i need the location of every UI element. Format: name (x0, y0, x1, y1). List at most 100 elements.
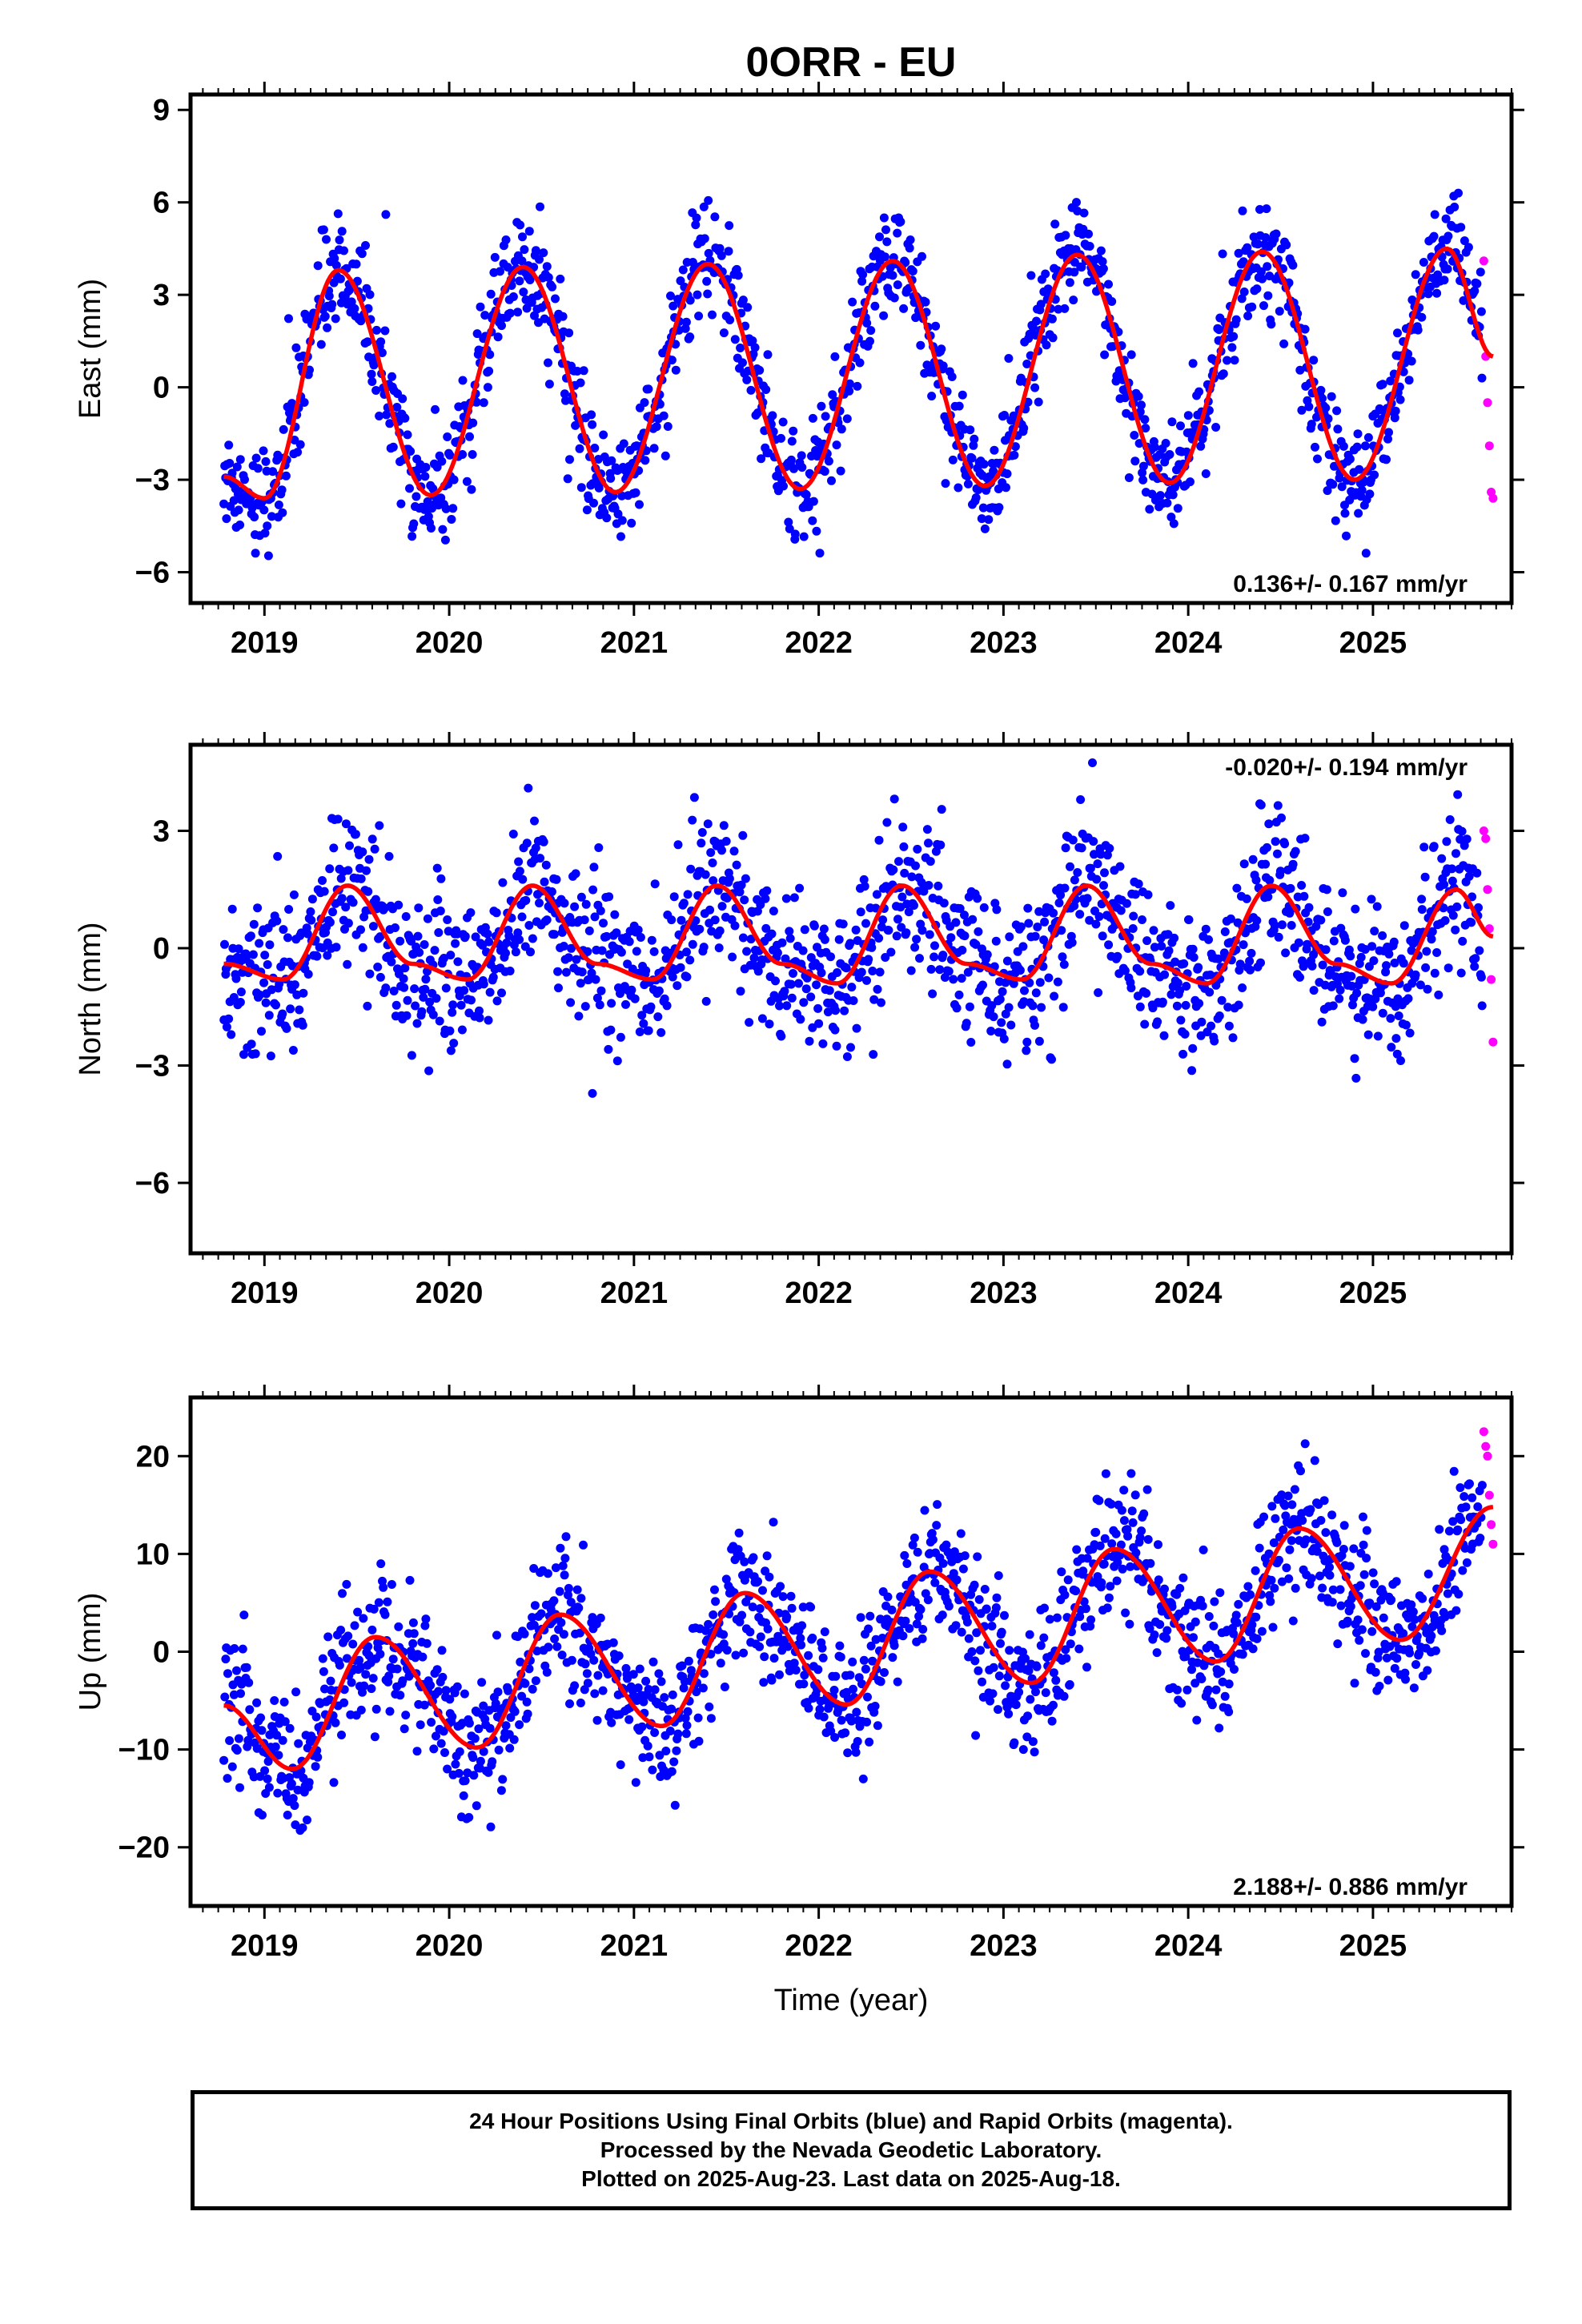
final-orbit-point (564, 328, 574, 338)
final-orbit-point (996, 1638, 1005, 1648)
final-orbit-point (755, 1604, 765, 1614)
final-orbit-point (1199, 1545, 1208, 1554)
final-orbit-point (758, 1586, 767, 1595)
final-orbit-point (440, 1748, 449, 1757)
final-orbit-point (1355, 1635, 1364, 1645)
final-orbit-point (1044, 973, 1054, 983)
final-orbit-point (1462, 1558, 1472, 1567)
final-orbit-point (230, 1644, 239, 1653)
final-orbit-point (1352, 988, 1362, 998)
x-tick-label: 2024 (1154, 1277, 1223, 1310)
final-orbit-point (1396, 1056, 1405, 1065)
final-orbit-point (423, 497, 432, 506)
final-orbit-point (725, 221, 734, 231)
final-orbit-point (1224, 1679, 1234, 1689)
final-orbit-point (1068, 835, 1078, 845)
final-orbit-point (638, 1753, 648, 1763)
final-orbit-point (1278, 920, 1287, 930)
final-orbit-point (236, 1689, 245, 1699)
final-orbit-point (1285, 1545, 1295, 1554)
final-orbit-point (257, 1726, 267, 1735)
final-orbit-point (1122, 1525, 1132, 1534)
final-orbit-point (838, 919, 848, 929)
north-panel: 2019 2020 2021 2022 2023 2024 2025−6−303North … (74, 732, 1524, 1310)
final-orbit-point (1107, 1539, 1117, 1549)
final-orbit-point (396, 499, 406, 509)
final-orbit-point (952, 1575, 962, 1585)
final-orbit-point (804, 1651, 813, 1660)
final-orbit-point (298, 1823, 307, 1832)
final-orbit-point (916, 340, 926, 350)
x-tick-label: 2023 (970, 1277, 1038, 1310)
final-orbit-point (287, 1779, 296, 1788)
final-orbit-point (1094, 1496, 1104, 1506)
final-orbit-point (935, 965, 945, 975)
final-orbit-point (1223, 1003, 1233, 1012)
final-orbit-point (719, 328, 729, 338)
final-orbit-point (318, 876, 327, 885)
final-orbit-point (1449, 1466, 1459, 1476)
final-orbit-point (1057, 926, 1066, 935)
final-orbit-point (813, 1003, 823, 1013)
final-orbit-point (588, 1088, 597, 1098)
final-orbit-point (1238, 1650, 1247, 1659)
final-orbit-point (842, 1052, 852, 1061)
final-orbit-point (1365, 1598, 1375, 1608)
final-orbit-point (1089, 837, 1098, 846)
final-orbit-point (1060, 1590, 1070, 1600)
final-orbit-point (1291, 1583, 1300, 1593)
final-orbit-point (610, 910, 620, 919)
final-orbit-point (1297, 405, 1307, 415)
final-orbit-point (273, 1788, 283, 1798)
final-orbit-point (225, 459, 235, 468)
final-orbit-point (1372, 902, 1382, 911)
final-orbit-point (857, 276, 867, 286)
final-orbit-point (732, 860, 741, 870)
final-orbit-point (275, 979, 284, 989)
final-orbit-point (251, 453, 261, 463)
final-orbit-point (1420, 872, 1430, 882)
final-orbit-point (706, 848, 716, 858)
final-orbit-point (910, 943, 920, 952)
final-orbit-point (1371, 1602, 1381, 1611)
final-orbit-point (672, 1746, 681, 1755)
final-orbit-point (1066, 862, 1074, 871)
final-orbit-point (699, 202, 709, 211)
final-orbit-point (930, 1578, 940, 1587)
final-orbit-point (761, 923, 771, 933)
final-orbit-point (492, 908, 501, 918)
final-orbit-point (1368, 1568, 1378, 1578)
north-model-curve (223, 883, 1494, 986)
final-orbit-point (1271, 1514, 1280, 1523)
final-orbit-point (654, 1669, 664, 1679)
final-orbit-point (1065, 278, 1074, 287)
final-orbit-point (401, 1711, 411, 1720)
final-orbit-point (536, 854, 545, 863)
final-orbit-point (575, 1628, 584, 1638)
final-orbit-point (483, 929, 492, 939)
final-orbit-point (1310, 1456, 1319, 1466)
final-orbit-point (888, 271, 897, 280)
final-orbit-point (1355, 464, 1364, 474)
final-orbit-point (460, 1689, 469, 1699)
final-orbit-point (962, 1618, 972, 1626)
final-orbit-point (1107, 297, 1117, 306)
final-orbit-point (1476, 267, 1485, 277)
final-orbit-point (268, 467, 278, 476)
final-orbit-point (859, 1655, 869, 1665)
final-orbit-point (1075, 910, 1085, 919)
final-orbit-point (831, 1671, 841, 1681)
final-orbit-point (1196, 441, 1206, 451)
final-orbit-point (994, 1705, 1002, 1715)
final-orbit-point (1082, 1554, 1092, 1563)
final-orbit-point (1357, 485, 1367, 495)
final-orbit-point (1232, 883, 1242, 893)
final-orbit-point (1104, 940, 1114, 950)
final-orbit-point (1181, 1652, 1191, 1662)
final-orbit-point (667, 1767, 677, 1776)
final-orbit-point (247, 1039, 256, 1049)
final-orbit-point (331, 943, 341, 952)
east-plot-frame (188, 92, 1514, 605)
final-orbit-point (1318, 960, 1327, 970)
final-orbit-point (1413, 325, 1423, 335)
